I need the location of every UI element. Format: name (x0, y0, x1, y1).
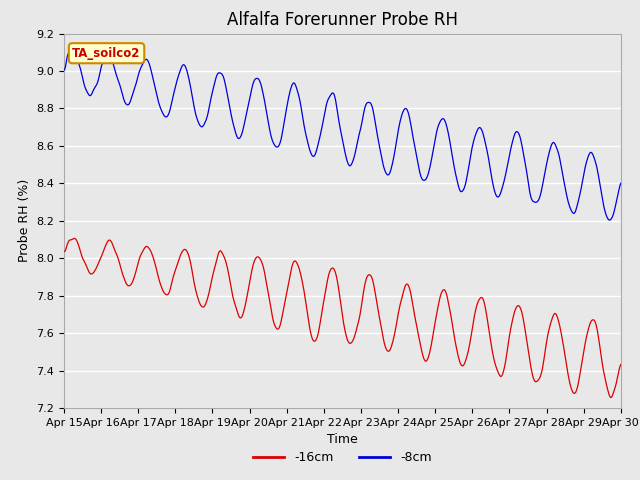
X-axis label: Time: Time (327, 433, 358, 446)
Title: Alfalfa Forerunner Probe RH: Alfalfa Forerunner Probe RH (227, 11, 458, 29)
Y-axis label: Probe RH (%): Probe RH (%) (18, 179, 31, 263)
Text: TA_soilco2: TA_soilco2 (72, 47, 141, 60)
Legend: -16cm, -8cm: -16cm, -8cm (248, 446, 436, 469)
